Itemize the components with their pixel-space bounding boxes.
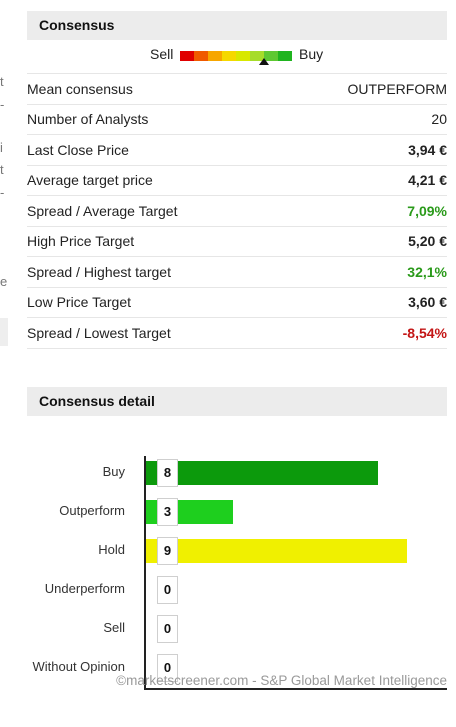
consensus-panel: Consensus Sell Buy Mean consensus OUTPERF… (27, 11, 447, 349)
consensus-row: Mean consensus OUTPERFORM (27, 74, 447, 105)
row-label: Low Price Target (27, 294, 132, 311)
row-value: 7,09% (407, 202, 447, 219)
row-label: High Price Target (27, 233, 135, 250)
category-label: Outperform (59, 503, 125, 518)
gauge-segment (250, 51, 264, 61)
data-label: 0 (157, 576, 178, 604)
gauge-buy-label: Buy (299, 46, 324, 62)
row-value: 5,20 € (408, 233, 447, 250)
row-value: 4,21 € (408, 172, 447, 189)
gauge-segment (264, 51, 278, 61)
consensus-detail-chart: Buy 8 Outperform 3 Hold 9 Underperform 0 Sell 0 Wi… (27, 416, 447, 691)
clipped-text-fragment: - (0, 97, 5, 112)
gauge-sell-label: Sell (150, 46, 174, 62)
row-label: Last Close Price (27, 141, 129, 158)
gauge-color-scale (180, 51, 292, 61)
data-label: 8 (157, 459, 178, 487)
gauge-segment (222, 51, 236, 61)
bar (146, 539, 408, 563)
row-value: 32,1% (407, 263, 447, 280)
consensus-title: Consensus (27, 11, 447, 40)
consensus-detail-panel: Consensus detail Buy 8 Outperform 3 Hold 9 Und… (27, 387, 447, 691)
x-axis-line (144, 688, 447, 690)
consensus-row: High Price Target 5,20 € (27, 227, 447, 257)
consensus-gauge: Sell Buy (27, 40, 447, 73)
gauge-segment (194, 51, 208, 61)
row-label: Spread / Average Target (27, 202, 178, 219)
bar (146, 461, 379, 485)
consensus-row: Last Close Price 3,94 € (27, 135, 447, 166)
consensus-row: Average target price 4,21 € (27, 166, 447, 196)
consensus-row: Spread / Average Target 7,09% (27, 196, 447, 227)
row-value: 3,94 € (408, 141, 447, 158)
data-label: 9 (157, 537, 178, 565)
row-label: Number of Analysts (27, 111, 149, 128)
gauge-segment (236, 51, 250, 61)
consensus-detail-title: Consensus detail (27, 387, 447, 416)
row-value: 20 (431, 111, 447, 128)
gauge-segment (278, 51, 292, 61)
consensus-row: Number of Analysts 20 (27, 105, 447, 135)
gauge-segment (180, 51, 194, 61)
clipped-text-fragment: - (0, 185, 5, 200)
row-label: Average target price (27, 172, 153, 189)
y-axis-line (144, 456, 146, 690)
consensus-row: Spread / Highest target 32,1% (27, 257, 447, 288)
left-clipped-strip: t - i t - e (0, 0, 10, 727)
row-label: Spread / Lowest Target (27, 324, 171, 341)
category-label: Underperform (44, 581, 125, 596)
clipped-box (0, 318, 8, 346)
category-label: Buy (102, 464, 125, 479)
consensus-row: Low Price Target 3,60 € (27, 288, 447, 318)
clipped-text-fragment: i (0, 140, 3, 155)
row-label: Spread / Highest target (27, 263, 171, 280)
category-label: Hold (98, 542, 125, 557)
consensus-table: Mean consensus OUTPERFORM Number of Analys… (27, 73, 447, 349)
data-label: 0 (157, 615, 178, 643)
row-value: -8,54% (402, 324, 447, 341)
clipped-text-fragment: t (0, 74, 4, 89)
row-value: OUTPERFORM (347, 80, 447, 97)
clipped-text-fragment: e (0, 274, 8, 289)
source-credit: ©marketscreener.com - S&P Global Market … (116, 673, 447, 688)
consensus-row: Spread / Lowest Target -8,54% (27, 318, 447, 349)
data-label: 3 (157, 498, 178, 526)
category-label: Without Opinion (32, 659, 126, 674)
category-label: Sell (103, 620, 125, 635)
gauge-marker-icon (259, 58, 269, 65)
data-label: 0 (157, 654, 178, 682)
clipped-text-fragment: t (0, 162, 4, 177)
row-value: 3,60 € (408, 294, 447, 311)
gauge-segment (208, 51, 222, 61)
row-label: Mean consensus (27, 80, 133, 97)
